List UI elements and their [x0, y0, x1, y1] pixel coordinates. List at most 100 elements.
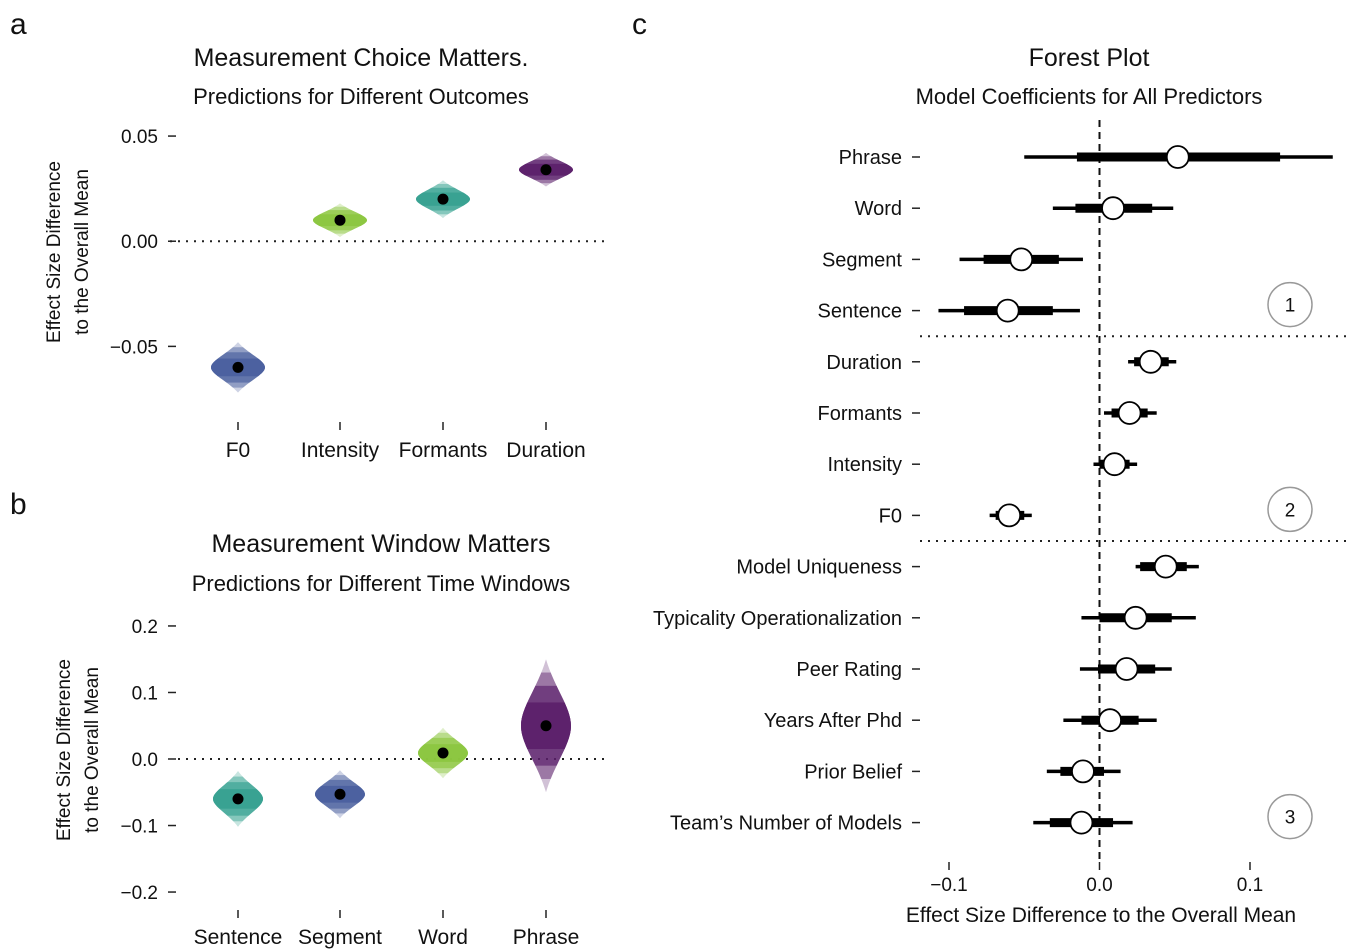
- c-estimate-point: [1069, 810, 1094, 835]
- a-x-tick-label: Formants: [399, 439, 488, 462]
- c-row-label: Phrase: [839, 147, 902, 169]
- c-estimate-point: [1098, 708, 1122, 733]
- panel-b-y-axis: 0.2 0.1 0.0 −0.1 −0.2: [120, 617, 176, 904]
- a-y-tick-label: 0.00: [121, 232, 158, 253]
- panel-c-title: Forest Plot: [1029, 44, 1150, 72]
- a-x-tick-label: F0: [226, 439, 251, 462]
- c-x-tick-label: −0.1: [930, 875, 968, 896]
- panel-c-xlabel: Effect Size Difference to the Overall Me…: [906, 904, 1296, 927]
- c-estimate-point: [1138, 349, 1163, 374]
- c-estimate-point: [1101, 196, 1125, 221]
- panel-b-ylabel-line1: Effect Size Difference: [54, 659, 75, 841]
- c-estimate-point: [997, 503, 1022, 528]
- panel-b-ylabel-line2: to the Overall Mean: [82, 667, 103, 833]
- c-row-label: Model Uniqueness: [736, 557, 902, 579]
- c-forest-row: Formants: [818, 401, 1157, 425]
- panel-letter-c: c: [632, 8, 647, 41]
- c-estimate-point: [995, 298, 1020, 323]
- c-row-label: Duration: [826, 352, 902, 374]
- panel-c-x-axis: −0.1 0.0 0.1: [930, 862, 1263, 896]
- b-y-tick-label: −0.2: [120, 883, 158, 904]
- a-mean-point: [334, 214, 346, 226]
- c-estimate-point: [1165, 145, 1190, 169]
- a-mean-point: [540, 164, 552, 176]
- c-row-label: Formants: [818, 403, 902, 425]
- c-estimate-point: [1117, 401, 1142, 425]
- c-forest-row: F0: [879, 503, 1032, 528]
- b-mean-point: [437, 747, 449, 759]
- panel-letter-a: a: [10, 8, 27, 41]
- panel-a-title: Measurement Choice Matters.: [194, 44, 529, 72]
- b-y-tick-label: 0.1: [132, 683, 158, 704]
- panel-a-ylabel-line2: to the Overall Mean: [72, 169, 93, 335]
- c-estimate-point: [1009, 247, 1034, 272]
- c-row-label: Segment: [822, 249, 902, 271]
- panel-c: c Forest Plot Model Coefficients for All…: [632, 8, 1350, 927]
- panel-c-rows: Phrase Word Segment Sentence Duration Formant…: [653, 145, 1333, 835]
- b-mean-point: [540, 720, 552, 732]
- panel-a: a Measurement Choice Matters. Prediction…: [10, 8, 610, 462]
- c-forest-row: Segment: [822, 247, 1083, 272]
- b-y-tick-label: 0.2: [132, 617, 158, 638]
- panel-c-subtitle: Model Coefficients for All Predictors: [916, 84, 1263, 109]
- c-forest-row: Intensity: [828, 452, 1138, 477]
- c-row-label: Typicality Operationalization: [653, 608, 902, 630]
- c-estimate-point: [1102, 452, 1127, 477]
- c-estimate-point: [1123, 605, 1148, 630]
- b-mean-point: [334, 788, 346, 800]
- panel-b-subtitle: Predictions for Different Time Windows: [192, 571, 571, 596]
- c-forest-row: Peer Rating: [796, 657, 1172, 681]
- c-group-number: 2: [1285, 500, 1296, 521]
- a-y-tick-label: 0.05: [121, 127, 158, 148]
- c-row-label: Years After Phd: [764, 710, 902, 732]
- c-group-circle: [1267, 281, 1313, 328]
- c-row-label: Prior Belief: [804, 761, 902, 783]
- c-group-circle: [1267, 486, 1313, 533]
- c-forest-row: Duration: [826, 349, 1177, 374]
- c-x-tick-label: 0.1: [1237, 875, 1263, 896]
- c-row-label: Team’s Number of Models: [670, 813, 902, 835]
- c-x-tick-label: 0.0: [1086, 875, 1112, 896]
- c-row-label: Peer Rating: [796, 659, 902, 681]
- panel-b-title: Measurement Window Matters: [211, 530, 550, 558]
- c-estimate-point: [1114, 657, 1139, 681]
- b-mean-point: [232, 793, 244, 805]
- c-forest-row: Prior Belief: [804, 759, 1121, 783]
- c-forest-row: Model Uniqueness: [736, 554, 1199, 579]
- panel-b: b Measurement Window Matters Predictions…: [10, 488, 610, 949]
- c-group-circle: [1267, 793, 1313, 840]
- c-group-number: 1: [1285, 296, 1296, 317]
- a-mean-point: [232, 361, 244, 373]
- b-x-tick-label: Sentence: [194, 926, 283, 949]
- panel-a-x-axis: F0 Intensity Formants Duration: [226, 422, 586, 462]
- c-group-number: 3: [1285, 808, 1296, 829]
- panel-a-marks: [211, 152, 573, 393]
- panel-b-x-axis: Sentence Segment Word Phrase: [194, 910, 580, 949]
- c-estimate-point: [1153, 554, 1178, 579]
- b-x-tick-label: Word: [418, 926, 468, 949]
- a-mean-point: [437, 193, 449, 205]
- c-row-label: Intensity: [828, 454, 902, 476]
- panel-a-ylabel-line1: Effect Size Difference: [44, 161, 65, 343]
- panel-b-marks: [213, 659, 571, 827]
- c-forest-row: Sentence: [817, 298, 1080, 323]
- c-forest-row: Team’s Number of Models: [670, 810, 1133, 835]
- b-y-tick-label: 0.0: [132, 750, 158, 771]
- panel-c-group-markers: 1 2 3: [1267, 281, 1313, 840]
- c-forest-row: Typicality Operationalization: [653, 605, 1196, 630]
- c-forest-row: Years After Phd: [764, 708, 1157, 733]
- panel-letter-b: b: [10, 488, 27, 521]
- c-row-label: Word: [855, 198, 902, 220]
- panel-a-y-axis: 0.05 0.00 −0.05: [110, 127, 176, 358]
- c-forest-row: Word: [855, 196, 1174, 221]
- a-y-tick-label: −0.05: [110, 337, 158, 358]
- c-row-label: Sentence: [817, 301, 902, 323]
- b-x-tick-label: Segment: [298, 926, 382, 949]
- b-x-tick-label: Phrase: [513, 926, 580, 949]
- panel-a-subtitle: Predictions for Different Outcomes: [193, 84, 529, 109]
- b-y-tick-label: −0.1: [120, 817, 158, 838]
- c-forest-row: Phrase: [839, 145, 1333, 169]
- a-x-tick-label: Duration: [506, 439, 585, 462]
